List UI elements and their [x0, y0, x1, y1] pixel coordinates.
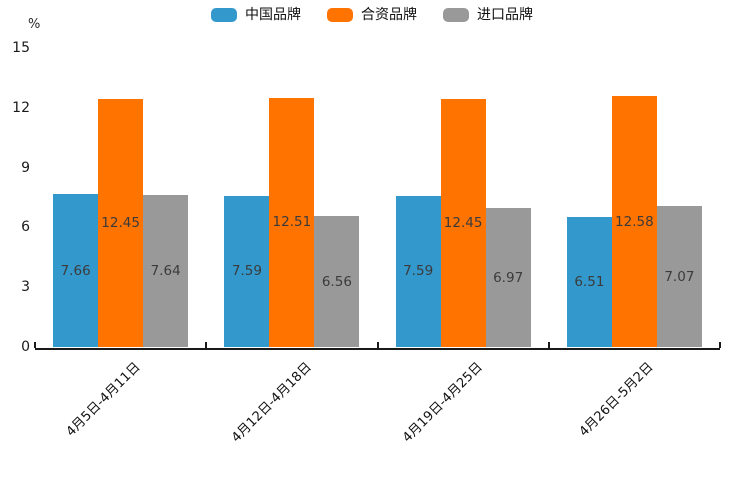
bar-value-label: 7.59: [403, 263, 434, 280]
x-axis-line: [35, 348, 720, 350]
bar-value-label: 12.45: [443, 214, 483, 231]
legend-label: 合资品牌: [361, 7, 417, 23]
y-tick-label: 3: [21, 279, 30, 296]
legend-swatch-icon: [327, 8, 353, 22]
bar-合资品牌: [611, 96, 657, 347]
bar-value-label: 6.97: [493, 269, 524, 286]
bar-value-label: 7.59: [231, 263, 262, 280]
bar-合资品牌: [440, 98, 486, 347]
bar-合资品牌: [269, 97, 315, 347]
x-axis-tick: [34, 342, 36, 348]
legend-item-合资品牌[interactable]: 合资品牌: [327, 8, 417, 22]
legend-swatch-icon: [211, 8, 237, 22]
legend-label: 中国品牌: [245, 7, 301, 23]
legend-item-中国品牌[interactable]: 中国品牌: [211, 8, 301, 22]
bar-中国品牌: [224, 195, 270, 347]
y-axis-unit-label: %: [28, 17, 41, 32]
x-axis-tick: [205, 342, 208, 348]
bar-进口品牌: [314, 216, 360, 347]
x-axis-tick: [719, 342, 721, 348]
bar-value-label: 12.51: [272, 214, 312, 231]
bar-value-label: 7.07: [664, 268, 695, 285]
chart-legend: 中国品牌 合资品牌 进口品牌: [0, 8, 744, 22]
bar-value-label: 12.58: [615, 213, 654, 230]
bar-合资品牌: [98, 98, 144, 347]
y-tick-label: 6: [21, 219, 30, 236]
x-category-label: 4月12日-4月18日: [228, 359, 315, 446]
x-axis-tick: [376, 342, 379, 348]
bar-进口品牌: [143, 194, 189, 347]
bar-value-label: 6.51: [574, 274, 605, 291]
x-category-label: 4月26日-5月2日: [576, 359, 657, 440]
legend-swatch-icon: [443, 8, 469, 22]
legend-label: 进口品牌: [477, 7, 533, 23]
y-tick-label: 12: [12, 99, 30, 116]
x-category-label: 4月5日-4月11日: [63, 359, 144, 440]
bar-进口品牌: [656, 206, 702, 347]
y-tick-label: 0: [21, 339, 30, 355]
bar-value-label: 6.56: [321, 273, 352, 290]
bar-进口品牌: [485, 208, 531, 347]
bar-value-label: 7.64: [150, 262, 181, 279]
bar-中国品牌: [53, 194, 99, 347]
x-axis-tick: [547, 342, 550, 348]
bar-中国品牌: [395, 195, 441, 347]
legend-item-进口品牌[interactable]: 进口品牌: [443, 8, 533, 22]
bar-value-label: 7.66: [60, 262, 91, 279]
y-tick-label: 15: [12, 40, 30, 56]
bar-value-label: 12.45: [101, 214, 140, 231]
bar-中国品牌: [566, 217, 612, 347]
y-tick-label: 9: [21, 159, 30, 176]
x-category-label: 4月19日-4月25日: [399, 359, 486, 446]
